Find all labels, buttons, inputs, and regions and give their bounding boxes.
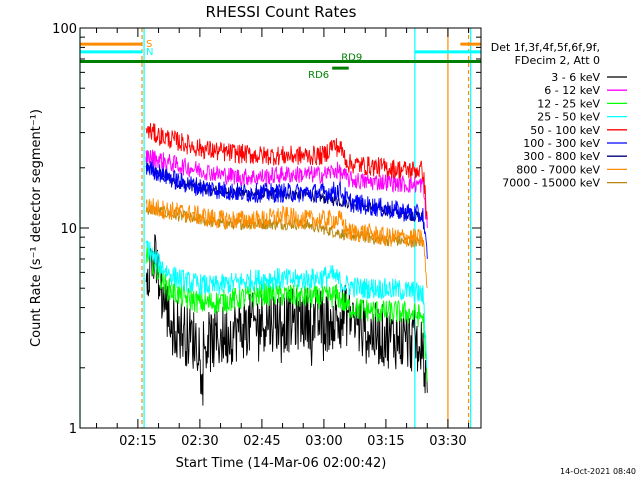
legend-label-8: 800 - 7000 keV (516, 163, 600, 176)
series-line-12-25-kev (145, 243, 428, 382)
legend-header-line-2: FDecim 2, Att 0 (515, 54, 600, 67)
legend-label-6: 100 - 300 keV (523, 137, 600, 150)
y-tick-label-100: 100 (52, 22, 77, 37)
series-group (145, 123, 428, 406)
x-tick-label-0315: 03:15 (367, 434, 404, 449)
y-axis-label: Count Rate (s⁻¹ detector segment⁻¹) (29, 109, 44, 347)
x-tick-label-0245: 02:45 (243, 434, 280, 449)
legend-label-7: 300 - 800 keV (523, 150, 600, 163)
annotation-label-rd6: RD6 (308, 70, 329, 81)
footer-date: 14-Oct-2021 08:40 (560, 467, 636, 476)
x-tick-label-0330: 03:30 (429, 434, 466, 449)
y-tick-label-1: 1 (69, 422, 77, 437)
x-axis: 02:15 02:30 02:45 03:00 03:15 03:30 (96, 28, 470, 449)
annotation-bars: SN RD9 RD6 (80, 39, 481, 81)
series-line-3-6-kev (145, 233, 428, 406)
legend-header-line-1: Det 1f,3f,4f,5f,6f,9f, (491, 41, 600, 54)
legend-label-3: 12 - 25 keV (537, 97, 600, 110)
series-line-50-100-kev (145, 123, 428, 220)
legend-label-4: 25 - 50 keV (537, 111, 600, 124)
vertical-markers (79, 28, 472, 428)
series-line-25-50-kev (145, 240, 428, 369)
series-line-100-300-kev (145, 156, 428, 260)
y-tick-label-10: 10 (60, 222, 77, 237)
series-line-800-7000-kev (145, 198, 428, 289)
series-line-6-12-kev (145, 149, 428, 229)
y-axis: 1 10 100 (52, 22, 481, 437)
x-tick-label-0215: 02:15 (119, 434, 156, 449)
x-tick-label-0300: 03:00 (305, 434, 342, 449)
annotation-label-rd9: RD9 (341, 52, 362, 63)
legend-label-2: 6 - 12 keV (544, 84, 600, 97)
legend: Det 1f,3f,4f,5f,6f,9f,FDecim 2, Att 0 3 -… (491, 41, 627, 190)
legend-label-1: 3 - 6 keV (551, 71, 600, 84)
legend-label-5: 50 - 100 keV (530, 124, 600, 137)
annotation-label-n: N (146, 47, 153, 58)
annotation-label-s: S (146, 39, 152, 50)
legend-label-9: 7000 - 15000 keV (502, 177, 600, 190)
chart-title: RHESSI Count Rates (206, 3, 357, 21)
x-axis-label: Start Time (14-Mar-06 02:00:42) (176, 456, 387, 471)
x-tick-label-0230: 02:30 (181, 434, 218, 449)
